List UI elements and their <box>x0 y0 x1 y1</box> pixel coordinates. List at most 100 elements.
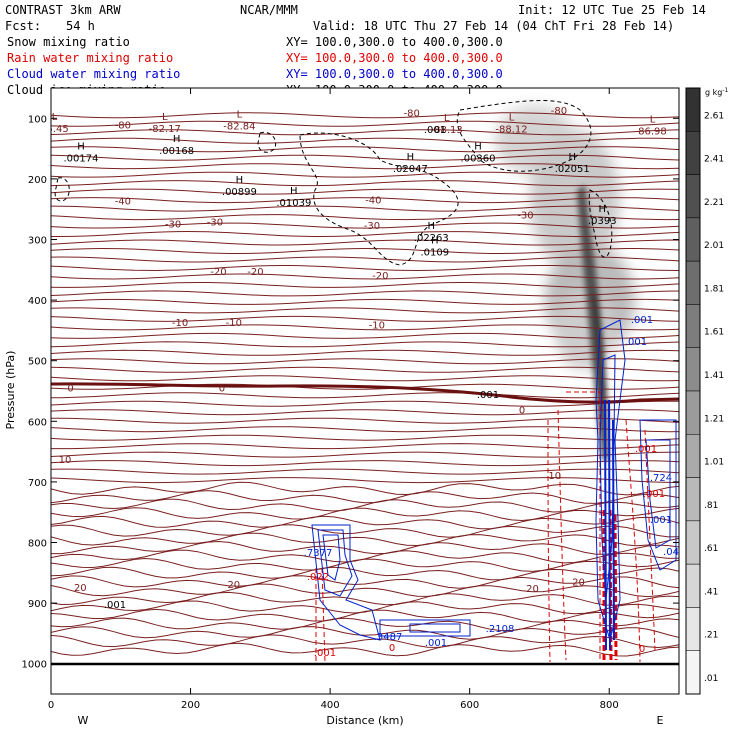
colorbar-tick-label: 1.41 <box>704 371 724 381</box>
extremum-value: .00174 <box>64 154 99 165</box>
valid-time: Valid: 18 UTC Thu 27 Feb 14 (04 ChT Fri … <box>313 19 674 33</box>
x-axis: 0 200 400 600 800 <box>48 88 619 711</box>
temperature-contour-line <box>51 230 679 237</box>
colorbar-unit-text: g kg <box>705 88 722 97</box>
x-tick-label: 200 <box>181 700 200 711</box>
extremum-kind: H <box>407 152 415 163</box>
extremum-value: .0393 <box>588 216 617 227</box>
temperature-contour-line <box>51 222 679 229</box>
extremum-value: .00899 <box>222 187 257 198</box>
colorbar-frame <box>685 87 701 695</box>
cloud-water-core <box>604 399 615 651</box>
rain-contours <box>315 391 656 663</box>
colorbar-tick-label: .61 <box>704 544 718 554</box>
extremum-kind: L <box>162 112 168 123</box>
temperature-contour-line <box>51 188 679 195</box>
temperature-contours <box>51 112 679 657</box>
extremum-value: -82.17 <box>149 124 181 135</box>
temperature-contour-line <box>51 282 679 288</box>
x-tick-label: 800 <box>600 700 619 711</box>
temperature-contour-line <box>51 409 679 416</box>
cloud-water-label: .001 <box>625 337 647 348</box>
cloud-water-label: .001 <box>425 638 447 649</box>
snow-plume-upper-mid <box>530 130 620 270</box>
colorbar-swatch <box>685 347 701 392</box>
extremum-value: -88.13 <box>431 125 463 136</box>
colorbar-swatch <box>685 520 701 565</box>
y-tick-label: 500 <box>28 357 47 368</box>
temperature-label: 0 <box>219 384 225 395</box>
temperature-contour-line <box>51 120 679 127</box>
temperature-contour-line <box>51 358 679 365</box>
rain-core-line-3 <box>613 514 618 661</box>
y-tick-label: 800 <box>28 539 47 550</box>
extremum-value: -82.84 <box>223 122 255 133</box>
temperature-label: -20 <box>210 267 226 278</box>
cloud-water-contour-2 <box>317 529 353 597</box>
colorbar: 2.61 2.41 2.21 2.01 1.81 1.61 1.41 1.21 1.01 .81.… <box>685 87 724 695</box>
cloud-water-contours <box>311 319 677 642</box>
temperature-contour-line <box>51 608 679 623</box>
temperature-contour-line <box>51 146 679 153</box>
temperature-contour-line <box>51 315 679 322</box>
snow-contour-label: .001 <box>477 390 499 401</box>
cloud-water-contour-3 <box>322 534 341 581</box>
rain-label: 0 <box>639 644 645 655</box>
temperature-contour-line <box>51 137 679 144</box>
colorbar-tick-label: 2.01 <box>704 241 724 251</box>
temperature-label: 0 <box>67 384 73 395</box>
x-axis-label: Distance (km) <box>326 714 403 727</box>
temperature-contour-line <box>51 400 679 407</box>
temperature-label: -20 <box>247 267 263 278</box>
colorbar-swatch <box>685 131 701 175</box>
temperature-contour-line <box>51 426 679 433</box>
cloud-ice-contour-5 <box>257 131 277 153</box>
extremum-kind: H <box>428 221 436 232</box>
temperature-contour-line <box>51 129 679 136</box>
temperature-contour-line <box>51 154 679 161</box>
temperature-label: -10 <box>226 318 242 329</box>
colorbar-tick-label: 2.21 <box>704 198 724 208</box>
extremum-value: .01039 <box>276 198 311 209</box>
temperature-contour-line <box>51 557 679 572</box>
extremum-kind: L <box>650 114 656 125</box>
extremum-kind: H <box>568 152 576 163</box>
y-axis-label: Pressure (hPa) <box>4 351 17 430</box>
temperature-label: 20 <box>74 583 87 594</box>
temperature-contour-line <box>51 349 679 356</box>
extremum-kind: H <box>290 186 298 197</box>
y-tick-label: 1000 <box>22 660 47 671</box>
cloud-ice-contours <box>54 100 613 266</box>
cloud-water-contour-4 <box>379 619 471 637</box>
cloud-ice-contour-2 <box>456 100 592 172</box>
temperature-contour-line <box>51 180 679 187</box>
temperature-contour-line <box>51 540 679 555</box>
temperature-contour-line <box>51 507 679 522</box>
init-time: Init: 12 UTC Tue 25 Feb 14 <box>518 3 706 17</box>
colorbar-tick-label: 2.61 <box>704 111 724 121</box>
rain-contour-6 <box>625 419 641 663</box>
extremum-value: .02263 <box>414 233 449 244</box>
temperature-contour-line <box>51 642 679 657</box>
temperature-label: -10 <box>172 318 188 329</box>
colorbar-swatch <box>685 607 701 651</box>
colorbar-unit: g kg-1 <box>705 87 729 97</box>
temperature-contour-line <box>51 477 679 484</box>
cloud-water-label: .001 <box>631 315 653 326</box>
rain-label: .022 <box>307 572 329 583</box>
cloud-ice-contour-3 <box>588 189 613 258</box>
cloud-water-label: .001 <box>650 515 672 526</box>
colorbar-tick-label: 1.01 <box>704 458 724 468</box>
extremum-kind: L <box>237 110 243 121</box>
cloud-water-label: .04 <box>663 547 679 558</box>
colorbar-swatch <box>685 174 701 219</box>
colorbar-swatch <box>685 650 701 695</box>
temperature-contour-line <box>51 417 679 424</box>
temperature-contour-line <box>51 332 679 339</box>
cloud-water-contour-9 <box>645 439 671 549</box>
cloud-water-contour-8 <box>639 419 677 571</box>
cloud-water-label: .2108 <box>486 624 515 635</box>
cloud-water-contour-5 <box>409 623 461 633</box>
field-xy: XY= 100.0,300.0 to 400.0,300.0 <box>286 51 503 65</box>
